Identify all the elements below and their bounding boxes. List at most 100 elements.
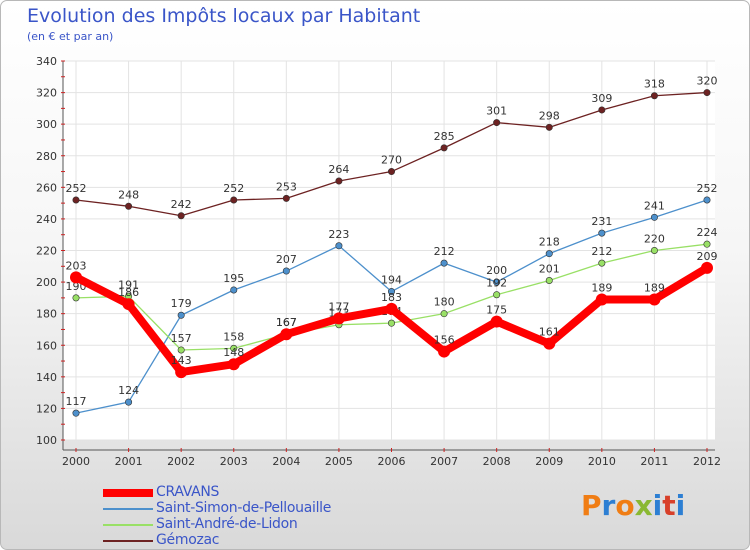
data-point-saint-simon-de-pellouaille	[72, 409, 80, 417]
data-point-gemozac	[650, 92, 658, 100]
data-label-gemozac: 285	[434, 130, 455, 143]
data-point-gemozac	[545, 123, 553, 131]
data-point-saint-andre-de-lidon	[387, 319, 395, 327]
data-label-saint-andre-de-lidon: 180	[434, 296, 455, 309]
y-tick-label: 280	[36, 150, 57, 163]
data-point-cravans	[227, 358, 240, 371]
data-point-cravans	[490, 315, 503, 328]
data-label-gemozac: 253	[276, 180, 297, 193]
data-point-cravans	[701, 261, 713, 274]
x-tick-label: 2001	[115, 455, 143, 468]
y-tick-label: 320	[36, 87, 57, 100]
data-label-saint-simon-de-pellouaille: 218	[539, 236, 560, 249]
data-label-gemozac: 242	[171, 198, 192, 211]
data-label-gemozac: 252	[223, 182, 244, 195]
data-point-saint-simon-de-pellouaille	[230, 286, 238, 294]
data-label-cravans: 156	[434, 334, 455, 347]
y-tick-label: 220	[36, 245, 57, 258]
chart-title: Evolution des Impôts locaux par Habitant	[27, 5, 421, 27]
legend-item-cravans: CRAVANS	[103, 485, 433, 501]
data-point-saint-andre-de-lidon	[177, 346, 185, 354]
legend: CRAVANS Saint-Simon-de-Pellouaille Saint-A…	[103, 485, 433, 549]
data-label-cravans: 209	[697, 250, 718, 263]
data-point-cravans	[70, 271, 82, 284]
data-point-saint-simon-de-pellouaille	[650, 213, 658, 221]
y-tick-label: 180	[36, 308, 57, 321]
data-label-saint-andre-de-lidon: 212	[591, 245, 612, 258]
data-label-saint-simon-de-pellouaille: 124	[118, 384, 139, 397]
data-label-gemozac: 264	[328, 163, 349, 176]
proxiti-logo: Proxiti	[581, 489, 686, 522]
x-tick-label: 2010	[588, 455, 616, 468]
data-point-saint-simon-de-pellouaille	[545, 250, 553, 258]
data-label-gemozac: 320	[697, 75, 718, 88]
data-point-saint-simon-de-pellouaille	[387, 288, 395, 296]
data-label-gemozac: 270	[381, 154, 402, 167]
y-tick-label: 160	[36, 339, 57, 352]
data-label-cravans: 177	[328, 300, 349, 313]
data-label-saint-andre-de-lidon: 201	[539, 263, 560, 276]
data-label-cravans: 189	[591, 281, 612, 294]
data-point-saint-andre-de-lidon	[493, 291, 501, 299]
x-tick-label: 2007	[430, 455, 458, 468]
data-label-gemozac: 309	[591, 92, 612, 105]
y-tick-label: 260	[36, 181, 57, 194]
x-tick-label: 2000	[62, 455, 90, 468]
y-tick-label: 340	[36, 55, 57, 68]
legend-swatch	[103, 540, 153, 542]
data-point-gemozac	[598, 106, 606, 114]
y-tick-label: 240	[36, 213, 57, 226]
x-tick-label: 2006	[378, 455, 406, 468]
data-point-cravans	[332, 312, 345, 325]
data-point-cravans	[280, 328, 293, 341]
data-point-gemozac	[72, 196, 80, 204]
data-point-gemozac	[440, 144, 448, 152]
data-label-saint-andre-de-lidon: 220	[644, 233, 665, 246]
x-tick-label: 2005	[325, 455, 353, 468]
legend-item-saint-andre-de-lidon: Saint-André-de-Lidon	[103, 517, 433, 533]
data-label-cravans: 143	[171, 354, 192, 367]
x-tick-label: 2004	[272, 455, 300, 468]
data-point-saint-simon-de-pellouaille	[282, 267, 290, 275]
y-tick-label: 120	[36, 402, 57, 415]
data-label-saint-simon-de-pellouaille: 194	[381, 274, 402, 287]
data-point-saint-andre-de-lidon	[230, 344, 238, 352]
legend-item-saint-simon-de-pellouaille: Saint-Simon-de-Pellouaille	[103, 501, 433, 517]
data-point-gemozac	[493, 119, 501, 127]
data-label-saint-simon-de-pellouaille: 117	[66, 395, 87, 408]
data-point-gemozac	[125, 202, 133, 210]
data-point-cravans	[543, 337, 556, 350]
data-point-cravans	[385, 302, 398, 315]
legend-label: Saint-Simon-de-Pellouaille	[156, 500, 332, 516]
data-point-gemozac	[703, 89, 711, 97]
data-point-cravans	[595, 293, 608, 306]
legend-label: CRAVANS	[156, 484, 220, 500]
data-point-saint-simon-de-pellouaille	[703, 196, 711, 204]
data-label-saint-simon-de-pellouaille: 179	[171, 297, 192, 310]
data-point-saint-simon-de-pellouaille	[335, 242, 343, 250]
legend-item-gemozac: Gémozac	[103, 533, 433, 549]
data-point-gemozac	[177, 212, 185, 220]
data-point-gemozac	[387, 168, 395, 176]
data-label-saint-andre-de-lidon: 224	[697, 226, 718, 239]
data-label-saint-simon-de-pellouaille: 241	[644, 199, 665, 212]
data-label-cravans: 186	[118, 286, 139, 299]
legend-label: Saint-André-de-Lidon	[156, 516, 298, 532]
data-label-gemozac: 248	[118, 188, 139, 201]
data-label-cravans: 161	[539, 326, 560, 339]
legend-swatch	[103, 524, 153, 526]
data-point-saint-andre-de-lidon	[72, 294, 80, 302]
legend-label: Gémozac	[156, 532, 220, 548]
chart-subtitle: (en € et par an)	[27, 30, 114, 43]
data-label-saint-simon-de-pellouaille: 207	[276, 253, 297, 266]
data-point-saint-simon-de-pellouaille	[440, 259, 448, 267]
data-point-gemozac	[335, 177, 343, 185]
data-label-saint-andre-de-lidon: 192	[486, 277, 507, 290]
data-label-gemozac: 298	[539, 109, 560, 122]
data-point-saint-andre-de-lidon	[598, 259, 606, 267]
data-point-cravans	[648, 293, 661, 306]
data-label-cravans: 175	[486, 304, 507, 317]
data-point-saint-simon-de-pellouaille	[493, 278, 501, 286]
